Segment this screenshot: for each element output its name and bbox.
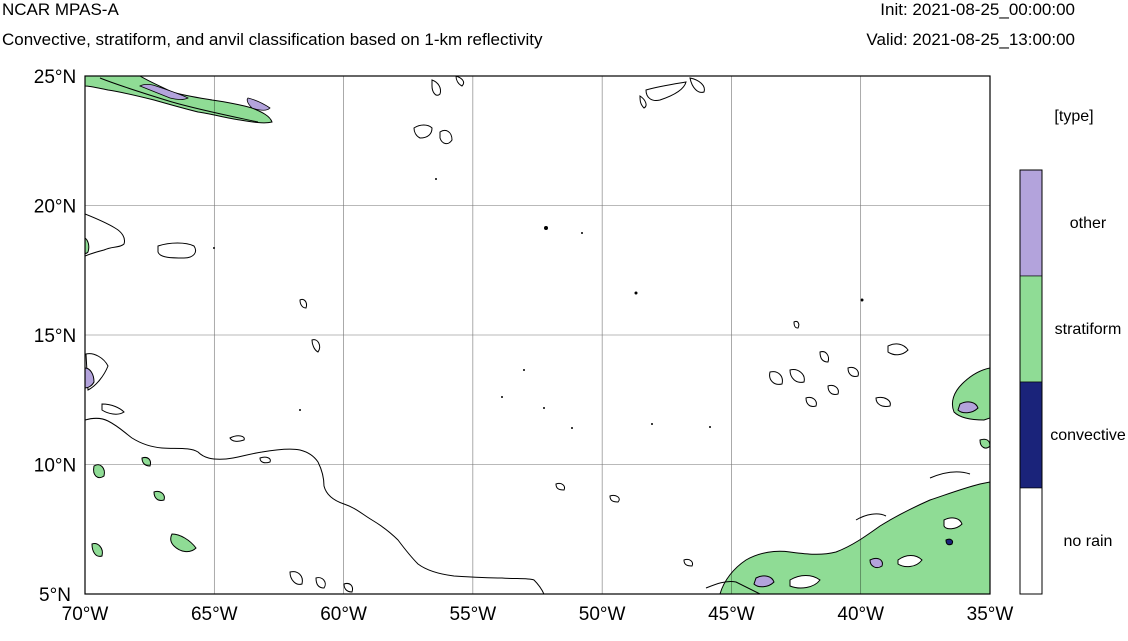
map-subtitle: Convective, stratiform, and anvil classi… xyxy=(2,30,543,49)
lon-tick-label: 65°W xyxy=(191,604,238,625)
lon-tick-label: 40°W xyxy=(837,604,884,625)
legend-label: convective xyxy=(1050,427,1126,444)
precip-scatter-west xyxy=(85,95,647,593)
lat-tick-label: 25°N xyxy=(34,67,76,88)
precip-feature-east xyxy=(957,401,979,414)
legend-swatch xyxy=(1019,169,1043,277)
legend-frame xyxy=(1019,169,1043,595)
precip-feature-east xyxy=(979,438,990,449)
lon-tick-label: 35°W xyxy=(967,604,1014,625)
map-frame xyxy=(84,75,991,595)
lat-tick-label: 10°N xyxy=(34,456,76,477)
legend-label: stratiform xyxy=(1055,321,1122,338)
precip-scatter-east xyxy=(683,321,909,567)
lon-tick-label: 60°W xyxy=(320,604,367,625)
lat-tick-label: 5°N xyxy=(39,585,71,606)
precip-contour xyxy=(157,242,197,259)
precip-scatter-sw xyxy=(91,457,197,557)
legend-label: other xyxy=(1070,215,1107,232)
precip-feature-southeast xyxy=(705,471,990,594)
map-area xyxy=(85,76,990,594)
valid-time: Valid: 2021-08-25_13:00:00 xyxy=(866,30,1075,49)
map-title: NCAR MPAS-A xyxy=(2,0,119,19)
legend-swatch xyxy=(1019,381,1043,489)
precip-feature-west xyxy=(85,367,95,389)
axis-ticks: 70°W 65°W 60°W 55°W 50°W 45°W 40°W 35°W 25°N 20°N… xyxy=(34,67,1014,625)
legend: other stratiform convective no rain xyxy=(1019,169,1126,595)
legend-title: [type] xyxy=(1054,108,1093,125)
precip-scatter-top xyxy=(413,76,705,145)
legend-swatch xyxy=(1019,275,1043,383)
lon-tick-label: 55°W xyxy=(450,604,497,625)
map-gridlines xyxy=(85,76,990,594)
lon-tick-label: 50°W xyxy=(579,604,626,625)
precip-dots xyxy=(213,178,864,429)
coastline xyxy=(85,417,545,594)
legend-swatch xyxy=(1019,487,1043,595)
legend-label: no rain xyxy=(1064,533,1113,550)
coastline xyxy=(85,213,125,257)
lon-tick-label: 70°W xyxy=(62,604,109,625)
precip-feature-north xyxy=(85,76,273,124)
lat-tick-label: 15°N xyxy=(34,326,76,347)
init-time: Init: 2021-08-25_00:00:00 xyxy=(880,0,1075,19)
lon-tick-label: 45°W xyxy=(708,604,755,625)
lat-tick-label: 20°N xyxy=(34,197,76,218)
